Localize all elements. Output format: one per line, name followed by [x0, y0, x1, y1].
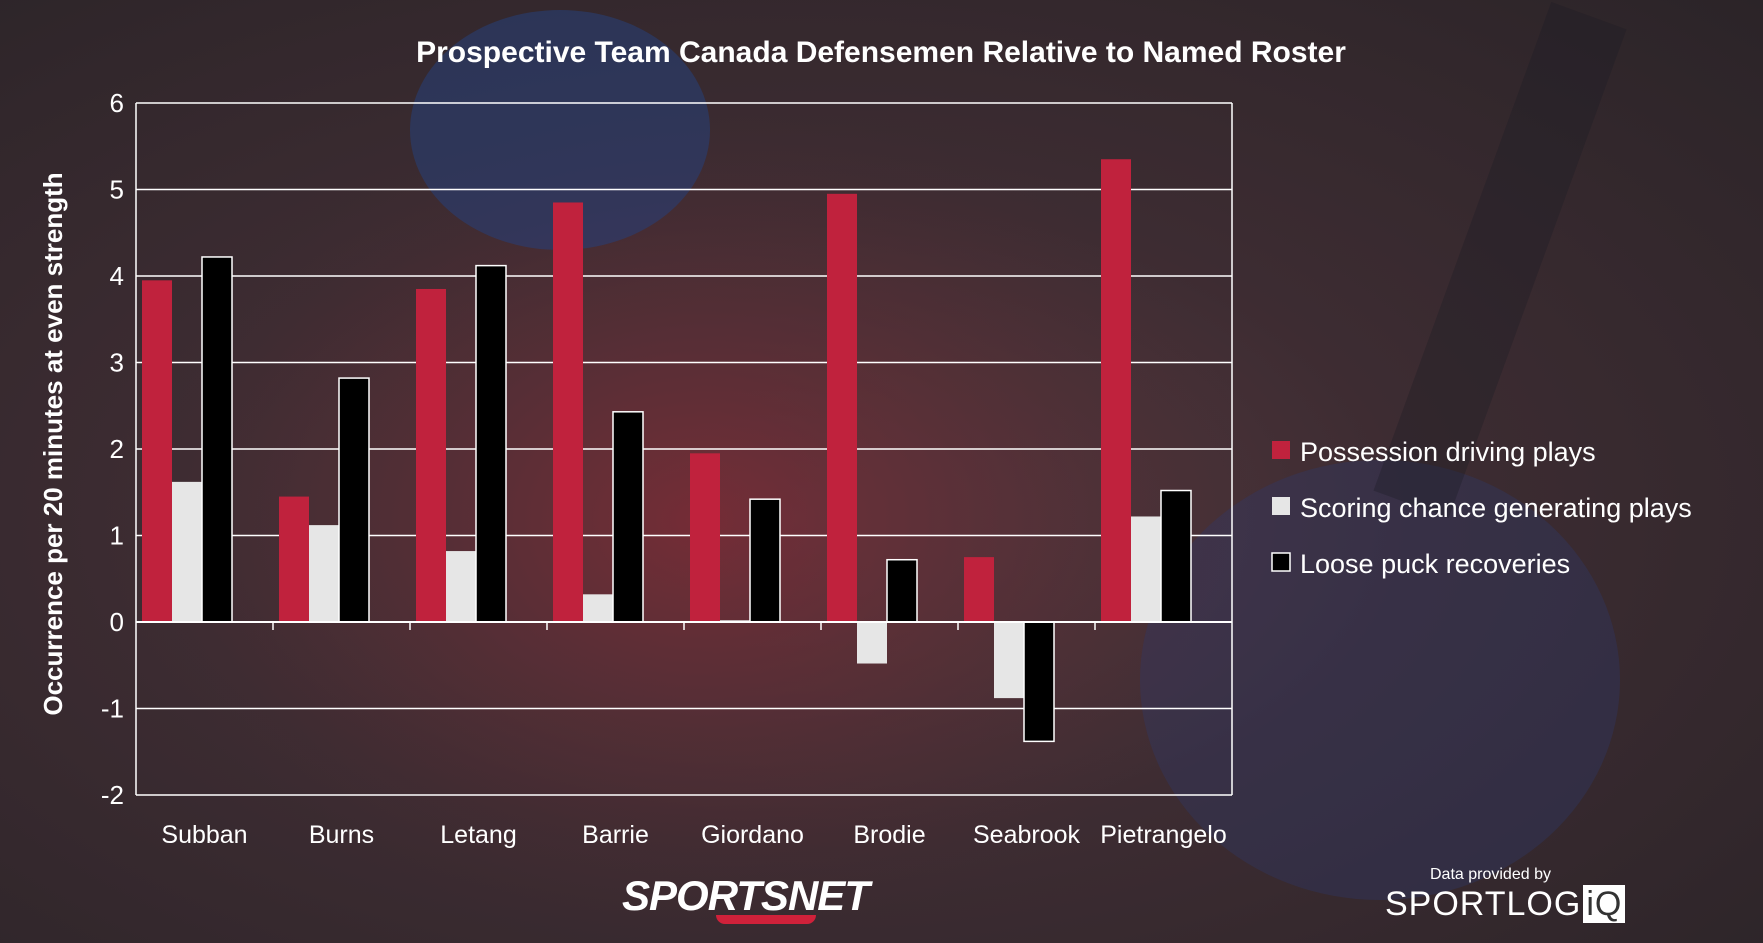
category-label: Pietrangelo	[1100, 821, 1226, 849]
legend-label: Possession driving plays	[1300, 437, 1596, 467]
legend-swatch	[1272, 441, 1290, 459]
y-tick-label: 2	[110, 434, 124, 464]
category-label: Giordano	[701, 821, 804, 849]
category-label: Brodie	[853, 821, 925, 849]
sportsnet-logo: SPORTSNET	[622, 872, 870, 919]
bar	[994, 622, 1024, 699]
bar	[338, 377, 370, 623]
category-label: Seabrook	[973, 821, 1081, 849]
sportsnet-swoosh-icon	[716, 915, 816, 924]
category-label: Subban	[161, 821, 247, 849]
bar	[279, 496, 309, 622]
bar	[827, 193, 857, 622]
legend-swatch	[1271, 552, 1291, 572]
y-tick-label: 1	[110, 521, 124, 551]
y-tick-label: 6	[110, 88, 124, 118]
bar	[1023, 621, 1055, 743]
bar	[690, 453, 720, 622]
sportlogiq-logo-main: SPORTLOG	[1385, 885, 1582, 923]
y-tick-label: 0	[110, 607, 124, 637]
grid-layer	[136, 102, 1232, 796]
y-tick-label: 3	[110, 348, 124, 378]
bar	[172, 481, 202, 622]
bar	[475, 264, 507, 623]
chart-title: Prospective Team Canada Defensemen Relat…	[416, 36, 1346, 69]
bar	[857, 622, 887, 664]
category-label: Burns	[309, 821, 374, 849]
legend-label: Scoring chance generating plays	[1300, 493, 1692, 523]
bar	[1101, 159, 1131, 622]
sportlogiq-logo-suffix: iQ	[1583, 885, 1626, 923]
legend: Possession driving plays Scoring chance g…	[1271, 437, 1692, 579]
y-tick-label: 5	[110, 175, 124, 205]
bar	[201, 256, 233, 623]
bar	[416, 288, 446, 622]
bar	[583, 594, 613, 622]
axis-layer: 6 5 4 3 2 1 0 -1 -2 Subban Burns Letang Barrie Giorda…	[101, 88, 1233, 849]
bar	[964, 557, 994, 622]
bar	[1160, 489, 1192, 623]
bars-layer	[142, 159, 1192, 743]
bar	[446, 551, 476, 622]
sportlogiq-logo: SPORTLOG iQ	[1385, 885, 1626, 924]
bar	[612, 411, 644, 623]
data-provider-label: Data provided by	[1430, 866, 1551, 883]
bar	[553, 202, 583, 622]
bar	[886, 558, 918, 623]
bar	[142, 280, 172, 622]
legend-label: Loose puck recoveries	[1300, 549, 1570, 579]
y-tick-label: 4	[110, 261, 124, 291]
bar	[309, 525, 339, 622]
legend-swatch	[1272, 497, 1290, 515]
y-tick-label: -2	[101, 780, 124, 810]
category-label: Barrie	[582, 821, 649, 849]
category-label: Letang	[440, 821, 516, 849]
y-tick-label: -1	[101, 694, 124, 724]
bar	[749, 498, 781, 623]
bar	[1131, 516, 1161, 622]
y-axis-label: Occurrence per 20 minutes at even streng…	[38, 172, 68, 715]
